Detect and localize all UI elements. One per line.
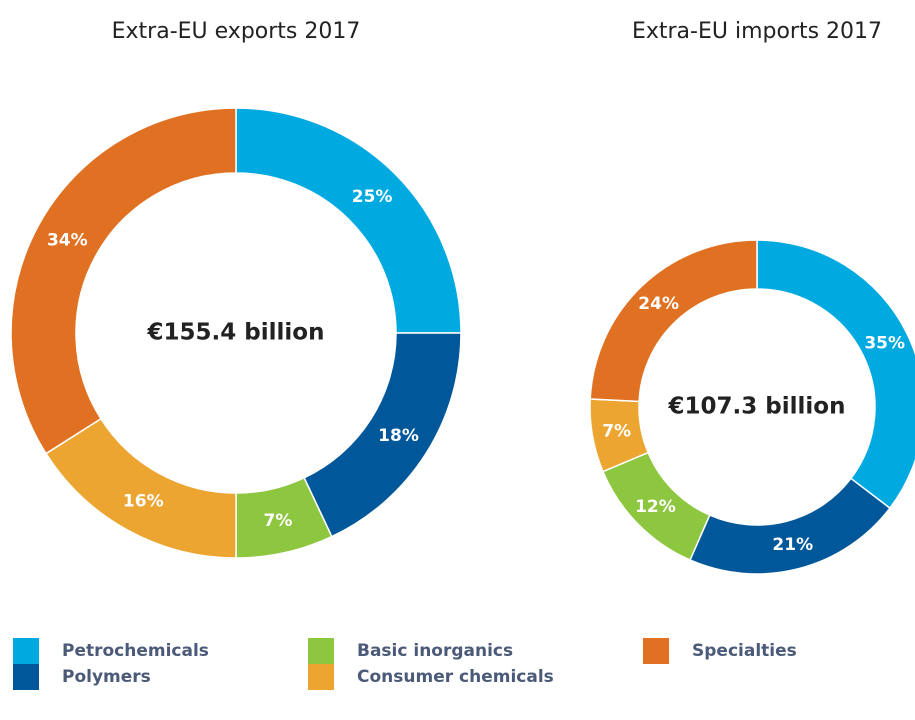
legend-label: Basic inorganics <box>357 641 513 661</box>
legend-swatch <box>308 638 334 664</box>
donut-segment <box>10 107 237 455</box>
legend-swatch <box>13 664 39 690</box>
legend-swatch <box>13 638 39 664</box>
data-label: 16% <box>123 492 164 512</box>
data-label: 7% <box>602 422 631 442</box>
donut-segment <box>235 107 462 334</box>
data-label: 12% <box>635 497 676 517</box>
legend-swatch <box>643 638 669 664</box>
legend-label: Consumer chemicals <box>357 667 554 687</box>
donut-segment <box>589 239 758 403</box>
donut-segment <box>689 477 891 575</box>
center-label: €155.4 billion <box>147 320 325 346</box>
legend-swatch <box>308 664 334 690</box>
donut-segment <box>44 417 237 559</box>
legend-label: Polymers <box>62 667 151 687</box>
chart-title: Extra-EU exports 2017 <box>112 19 361 44</box>
data-label: 18% <box>378 426 419 446</box>
legend-label: Specialties <box>692 641 797 661</box>
data-label: 34% <box>47 230 88 250</box>
data-label: 35% <box>864 334 905 354</box>
data-label: 21% <box>772 535 813 555</box>
data-label: 7% <box>264 511 293 531</box>
data-label: 24% <box>638 294 679 314</box>
chart-title: Extra-EU imports 2017 <box>632 19 882 44</box>
data-label: 25% <box>352 187 393 207</box>
donut-segment <box>756 239 915 510</box>
center-label: €107.3 billion <box>668 394 846 420</box>
legend-label: Petrochemicals <box>62 641 209 661</box>
